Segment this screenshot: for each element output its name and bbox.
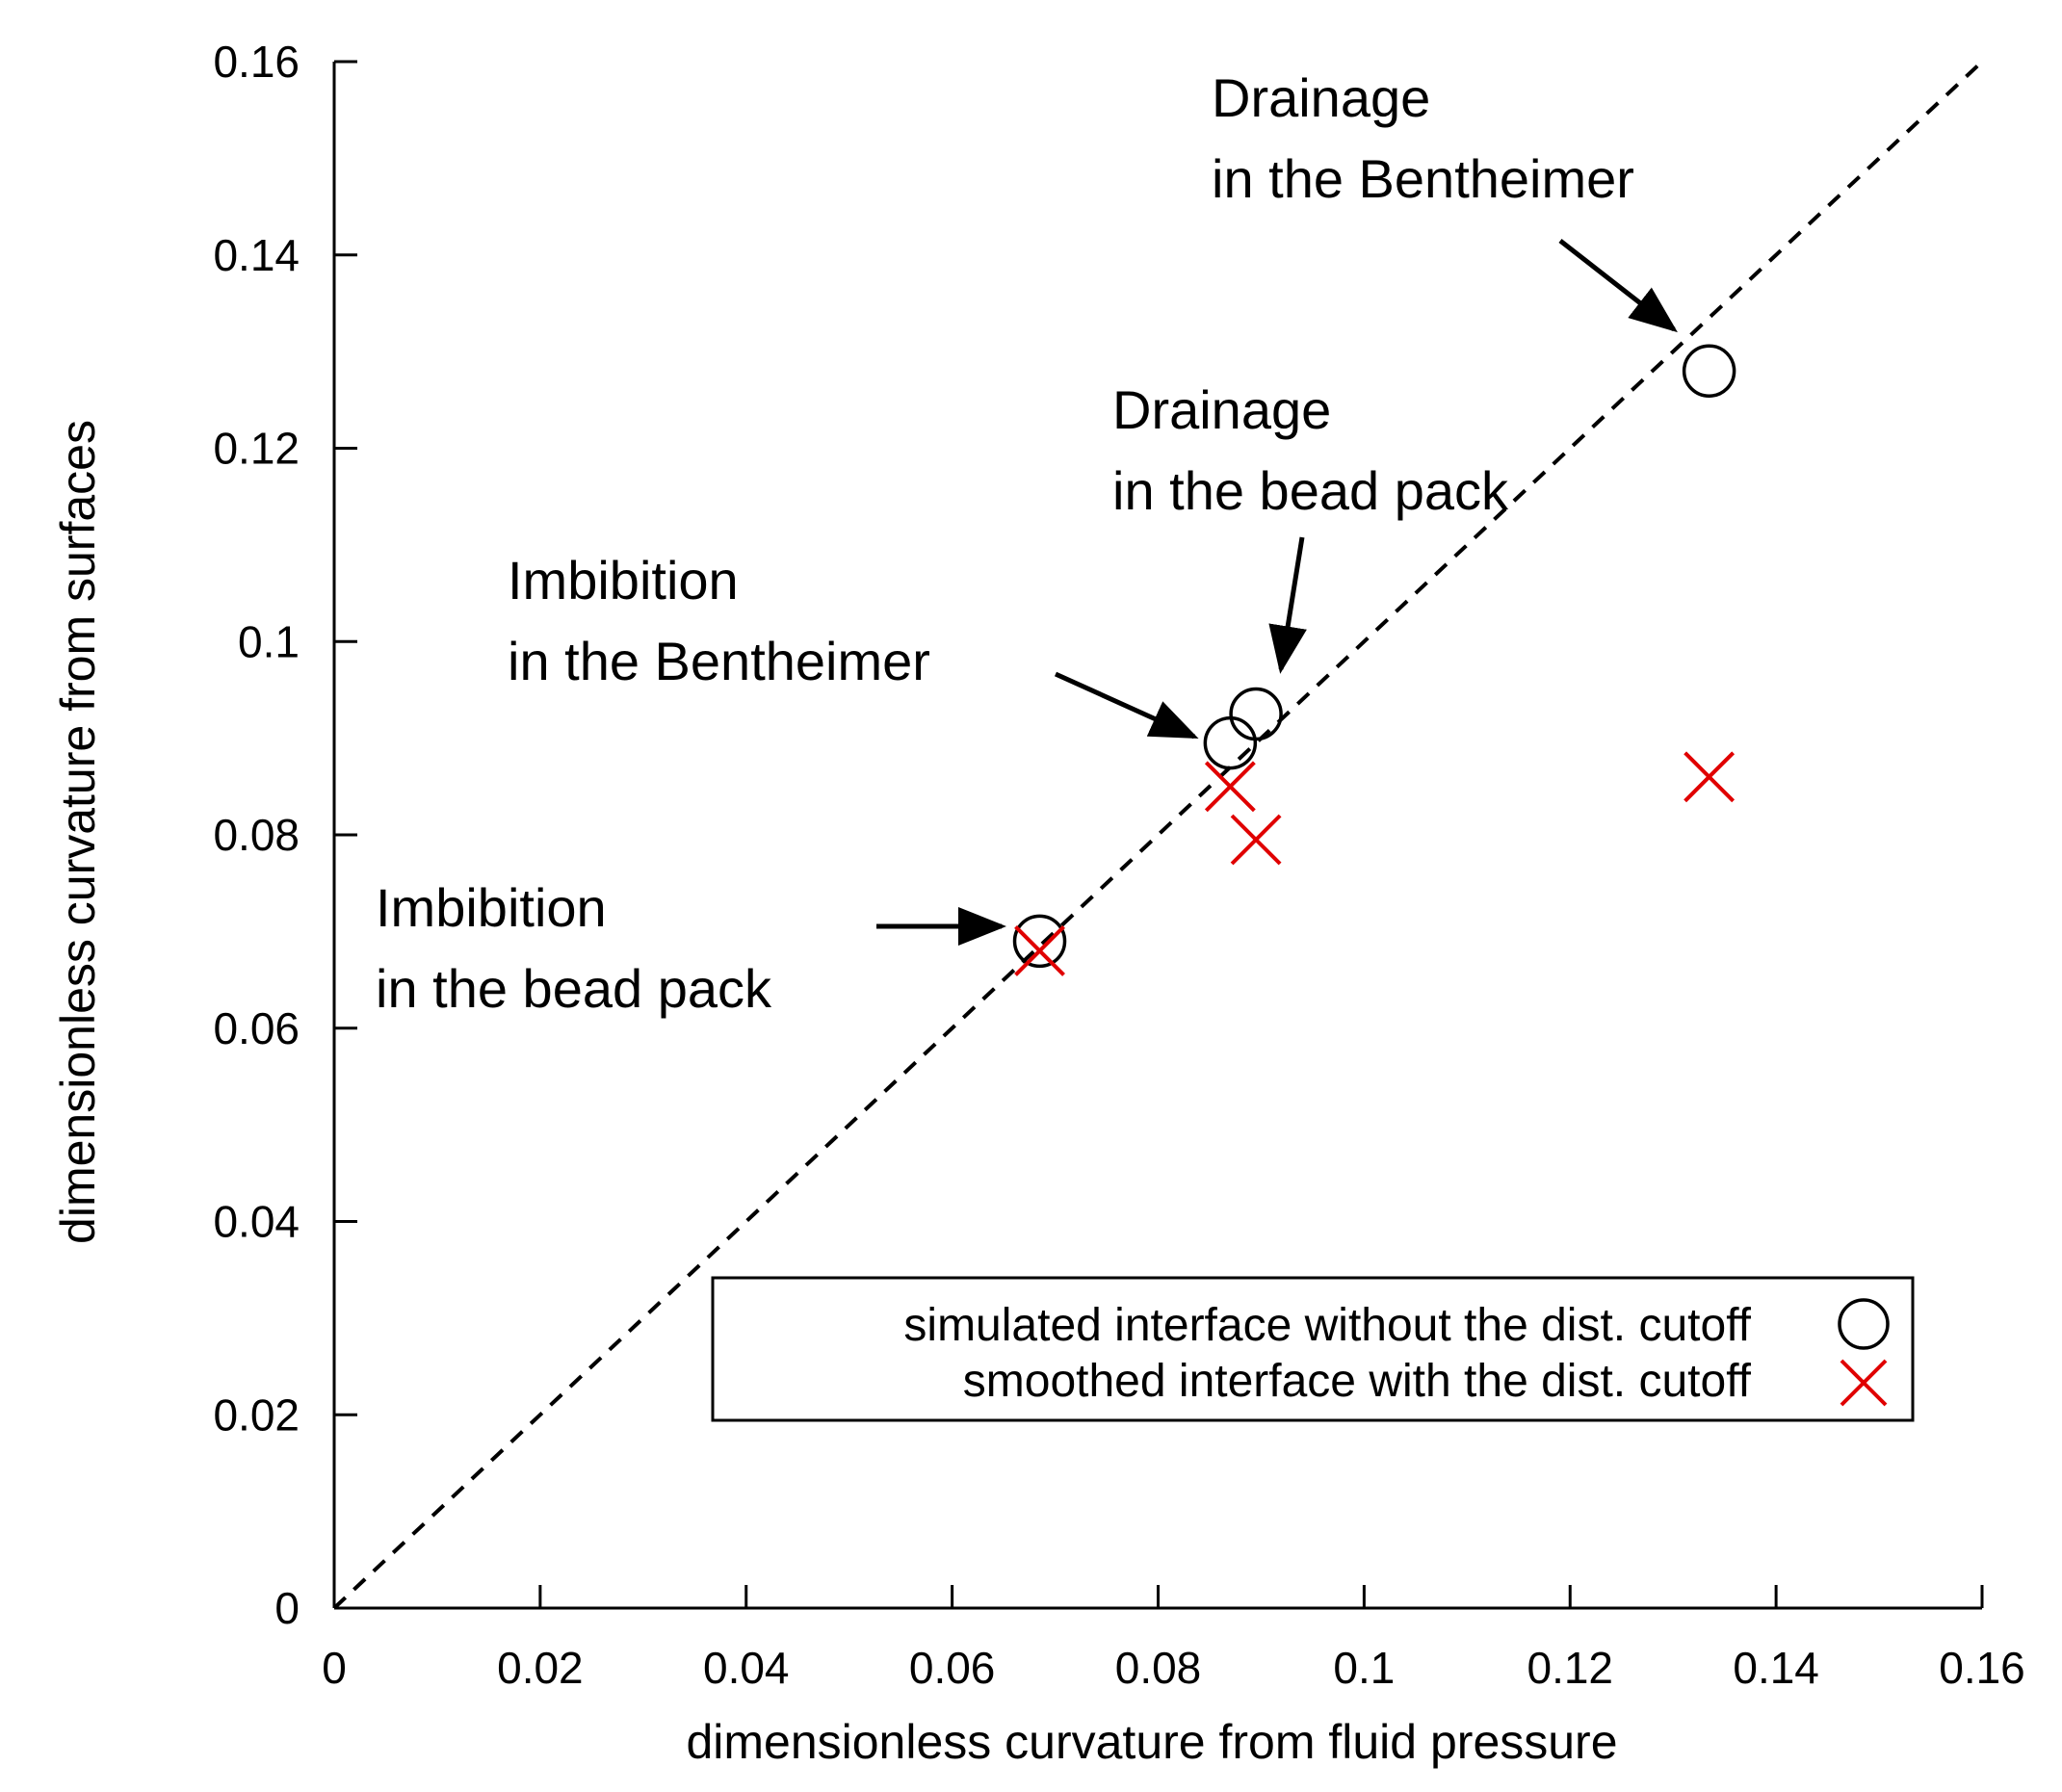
annotation-imbibition-bentheimer-line2: in the Bentheimer [508,631,930,691]
y-tick-label: 0.02 [213,1389,300,1440]
data-point-circle [1229,687,1283,741]
annotation-imbibition-bead-pack-line2: in the bead pack [376,958,772,1019]
y-tick-label: 0.04 [213,1197,300,1247]
annotation-arrow-imbibition-bentheimer [1054,671,1199,740]
y-tick-label: 0.08 [213,810,300,860]
x-axis-ticks: 0 0.02 0.04 0.06 0.08 0.1 0.12 0.14 0.16 [322,1585,2025,1693]
annotation-arrow-drainage-bead-pack [1268,536,1307,674]
legend-label-smoothed: smoothed interface with the dist. cutoff [963,1356,1752,1407]
series-simulated-circles [1012,344,1736,969]
y-tick-label: 0.1 [238,616,300,666]
legend-marker-cross [1840,1359,1888,1407]
y-axis-ticks: 0 0.02 0.04 0.06 0.08 0.1 0.12 0.14 0.16 [213,37,357,1633]
data-point-circle [1682,344,1736,398]
x-tick-label: 0.16 [1939,1643,2025,1693]
x-tick-label: 0 [322,1643,347,1693]
y-tick-label: 0 [274,1583,300,1633]
legend-marker-circle [1838,1298,1890,1350]
data-point-cross [1014,925,1065,976]
legend-box [711,1276,1915,1422]
annotation-drainage-bead-pack-line1: Drainage [1112,379,1331,440]
x-axis-title: dimensionless curvature from fluid press… [686,1715,1617,1769]
x-tick-label: 0.02 [497,1643,584,1693]
x-tick-label: 0.04 [703,1643,790,1693]
annotation-arrow-drainage-bentheimer [1558,239,1678,333]
annotation-drainage-bentheimer-line1: Drainage [1212,67,1430,128]
y-tick-label: 0.16 [213,37,300,87]
legend-label-simulated: simulated interface without the dist. cu… [903,1300,1751,1351]
annotation-imbibition-bead-pack-line1: Imbibition [376,877,607,938]
y-tick-label: 0.06 [213,1003,300,1053]
data-point-cross [1230,814,1282,866]
annotation-drainage-bentheimer-line2: in the Bentheimer [1212,148,1634,209]
data-point-circle [1012,914,1067,969]
annotation-imbibition-bentheimer-line1: Imbibition [508,550,739,610]
legend: simulated interface without the dist. cu… [711,1276,1915,1422]
y-tick-label: 0.14 [213,230,300,280]
data-point-cross [1204,761,1256,813]
series-smoothed-crosses [1014,751,1736,976]
y-axis-title: dimensionless curvature from surfaces [51,420,105,1244]
annotations: Drainage in the Bentheimer Drainage in t… [376,67,1678,1019]
x-tick-label: 0.14 [1733,1643,1819,1693]
x-tick-label: 0.1 [1333,1643,1395,1693]
x-tick-label: 0.08 [1115,1643,1202,1693]
y-tick-label: 0.12 [213,424,300,474]
annotation-drainage-bead-pack-line2: in the bead pack [1112,460,1509,521]
x-tick-label: 0.06 [909,1643,996,1693]
data-point-cross [1684,751,1736,803]
x-tick-label: 0.12 [1527,1643,1613,1693]
